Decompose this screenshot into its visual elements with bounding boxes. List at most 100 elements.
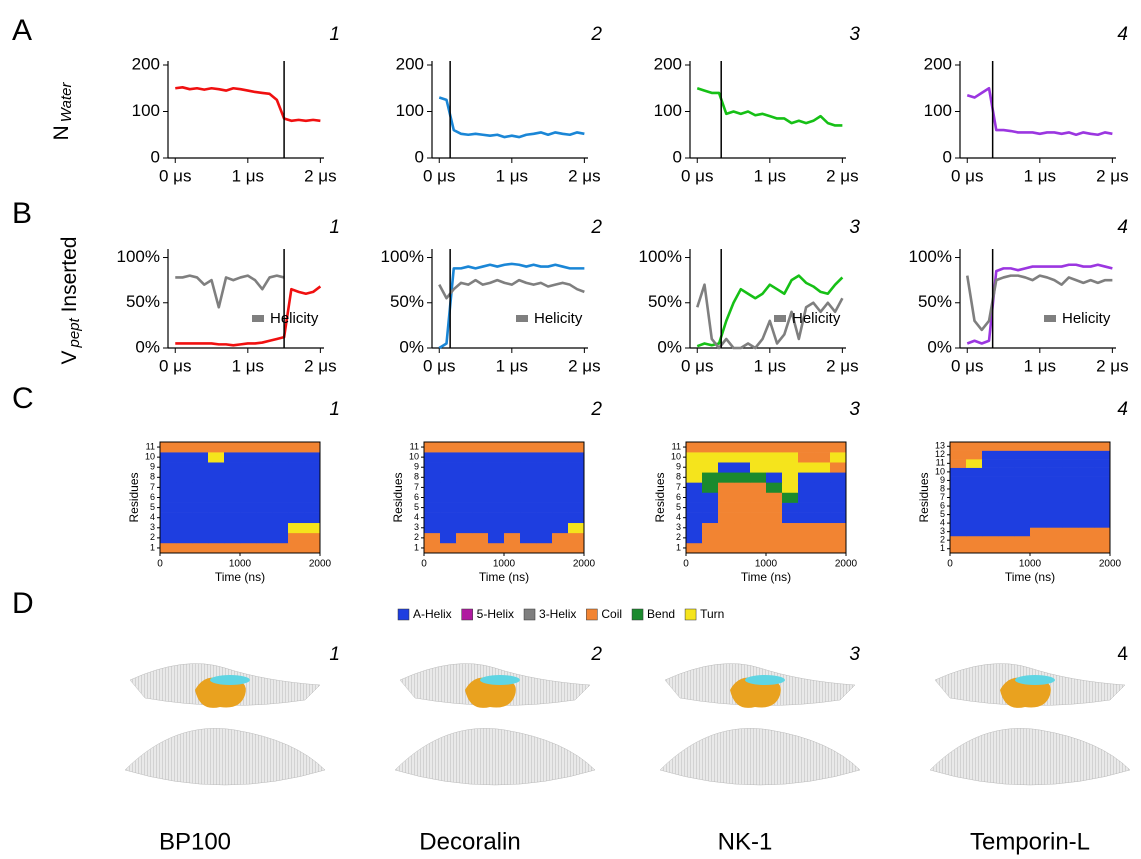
cell [998, 527, 1014, 536]
cell [782, 452, 798, 462]
cell [240, 503, 256, 513]
cell [1078, 544, 1094, 553]
cell [272, 533, 288, 543]
series-line [439, 280, 584, 298]
cell [256, 492, 272, 502]
cell [504, 452, 520, 462]
cell [288, 472, 304, 482]
cell [734, 513, 750, 523]
cell [160, 523, 176, 533]
legend-swatch [1044, 315, 1056, 322]
cell [488, 523, 504, 533]
cell [520, 543, 536, 553]
cell [1078, 510, 1094, 519]
cell [272, 482, 288, 492]
cell [256, 452, 272, 462]
y-tick-label: 4 [676, 512, 681, 522]
cell [982, 510, 998, 519]
cell [440, 533, 456, 543]
cell [488, 482, 504, 492]
legend-label: Helicity [1062, 310, 1111, 327]
cell [798, 452, 814, 462]
panel-label: A [12, 14, 32, 47]
cell [472, 533, 488, 543]
cell [1094, 493, 1110, 502]
y-tick-label: 5 [414, 502, 419, 512]
cell [1062, 493, 1078, 502]
cell [950, 442, 966, 451]
cell [552, 503, 568, 513]
y-tick-label: 11 [146, 441, 155, 451]
cell [1094, 510, 1110, 519]
cell [440, 442, 456, 452]
cell [1078, 451, 1094, 460]
y-tick-label: 3 [414, 522, 419, 532]
cell [814, 462, 830, 472]
cell [568, 523, 584, 533]
cell [272, 442, 288, 452]
x-tick-label: 2 μs [304, 166, 336, 185]
cell [520, 503, 536, 513]
cell [734, 543, 750, 553]
cell [718, 442, 734, 452]
panel-label: B [12, 197, 32, 230]
structure-number: 1 [329, 644, 340, 665]
cell [552, 513, 568, 523]
cell [718, 482, 734, 492]
cell [766, 503, 782, 513]
legend-swatch [524, 609, 535, 620]
cell [718, 452, 734, 462]
cell [256, 503, 272, 513]
cell [272, 492, 288, 502]
y-tick-label: 4 [940, 517, 945, 527]
cell [718, 503, 734, 513]
cell [1046, 519, 1062, 528]
y-tick-label: 100 [132, 101, 160, 120]
cell [536, 543, 552, 553]
y-tick-label: 5 [940, 509, 945, 519]
cell [1078, 442, 1094, 451]
cell [734, 462, 750, 472]
cell [1030, 442, 1046, 451]
cell [966, 459, 982, 468]
cell [766, 482, 782, 492]
cell [240, 472, 256, 482]
cell [440, 543, 456, 553]
cell [504, 462, 520, 472]
cell [192, 462, 208, 472]
cell [240, 543, 256, 553]
cell [950, 519, 966, 528]
cell [1030, 527, 1046, 536]
cell [1030, 544, 1046, 553]
x-tick-label: 0 μs [681, 166, 713, 185]
cell [224, 533, 240, 543]
cell [734, 533, 750, 543]
cell [782, 442, 798, 452]
cell [256, 513, 272, 523]
peptide-name: Decoralin [419, 828, 520, 855]
cell [520, 452, 536, 462]
membrane-bottom [395, 728, 595, 785]
cell [256, 533, 272, 543]
panel-label: C [12, 382, 34, 415]
y-tick-label: 8 [150, 472, 155, 482]
cell [520, 492, 536, 502]
cell [536, 492, 552, 502]
y-tick-label: 1 [414, 542, 419, 552]
cell [998, 544, 1014, 553]
cell [766, 472, 782, 482]
y-tick-label: 10 [935, 466, 945, 476]
cell [240, 513, 256, 523]
cell [1046, 459, 1062, 468]
cell [950, 544, 966, 553]
x-tick-label: 0 μs [159, 356, 191, 375]
cell [1030, 519, 1046, 528]
cell [208, 543, 224, 553]
cell [304, 472, 320, 482]
cell [966, 536, 982, 545]
x-axis-label: Time (ns) [1005, 570, 1055, 584]
cell [472, 472, 488, 482]
cell [304, 533, 320, 543]
cell [686, 472, 702, 482]
panel-number: 1 [329, 399, 340, 420]
